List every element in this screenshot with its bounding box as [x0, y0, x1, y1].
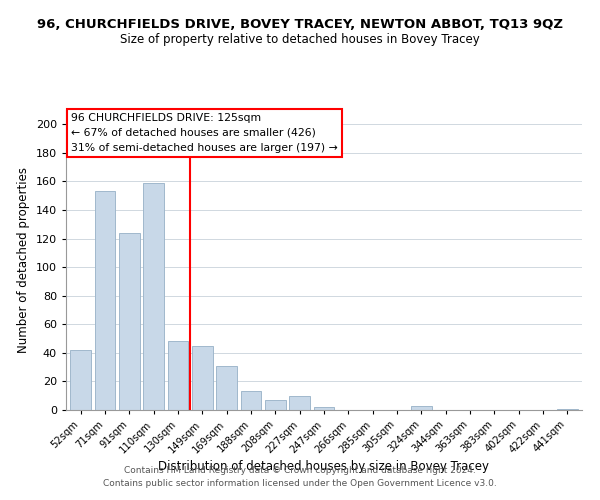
Text: Size of property relative to detached houses in Bovey Tracey: Size of property relative to detached ho… — [120, 32, 480, 46]
Bar — [411, 406, 432, 410]
Text: 96 CHURCHFIELDS DRIVE: 125sqm
← 67% of detached houses are smaller (426)
31% of : 96 CHURCHFIELDS DRIVE: 125sqm ← 67% of d… — [71, 113, 338, 152]
Bar — [557, 408, 578, 410]
Bar — [289, 396, 310, 410]
X-axis label: Distribution of detached houses by size in Bovey Tracey: Distribution of detached houses by size … — [158, 460, 490, 473]
Text: Contains HM Land Registry data © Crown copyright and database right 2024.
Contai: Contains HM Land Registry data © Crown c… — [103, 466, 497, 487]
Text: 96, CHURCHFIELDS DRIVE, BOVEY TRACEY, NEWTON ABBOT, TQ13 9QZ: 96, CHURCHFIELDS DRIVE, BOVEY TRACEY, NE… — [37, 18, 563, 30]
Y-axis label: Number of detached properties: Number of detached properties — [17, 167, 30, 353]
Bar — [314, 407, 334, 410]
Bar — [119, 233, 140, 410]
Bar — [192, 346, 212, 410]
Bar — [167, 342, 188, 410]
Bar — [70, 350, 91, 410]
Bar — [143, 183, 164, 410]
Bar — [241, 392, 262, 410]
Bar — [265, 400, 286, 410]
Bar — [216, 366, 237, 410]
Bar — [95, 192, 115, 410]
